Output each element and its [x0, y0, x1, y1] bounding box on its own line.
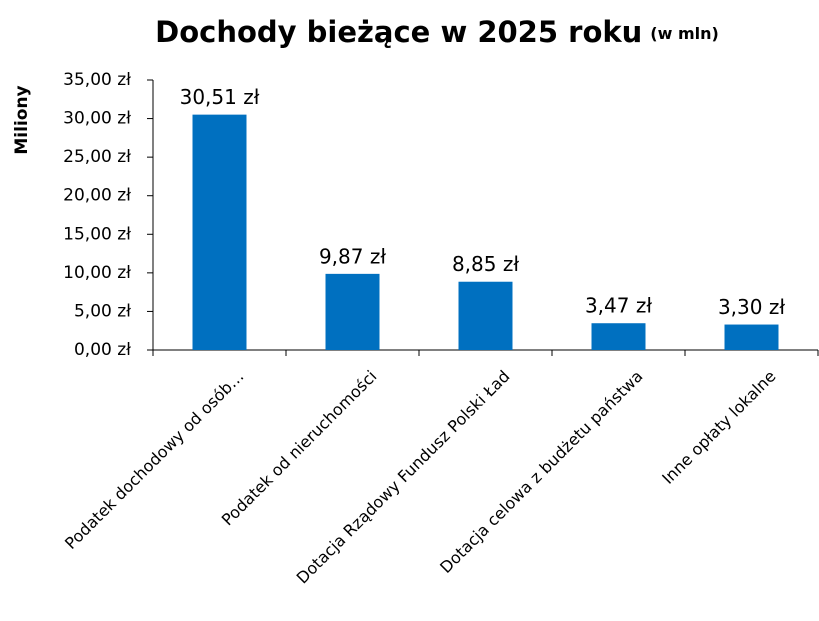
- y-tick-label: 35,00 zł: [63, 70, 131, 90]
- bar: [325, 273, 380, 350]
- chart-title: Dochody bieżące w 2025 roku (w mln): [155, 15, 719, 49]
- y-axis-title: Miliony: [12, 85, 32, 154]
- data-label: 3,47 zł: [585, 294, 652, 318]
- y-tick-label: 25,00 zł: [63, 147, 131, 167]
- bar: [458, 281, 513, 350]
- x-tick-label: Inne opłaty lokalne: [658, 367, 779, 488]
- y-tick-label: 30,00 zł: [63, 109, 131, 129]
- bar: [591, 323, 646, 350]
- y-tick-label: 20,00 zł: [63, 186, 131, 206]
- data-label: 3,30 zł: [718, 295, 785, 319]
- x-tick-label: Dotacja Rządowy Fundusz Polski Ład: [293, 367, 514, 588]
- data-label: 8,85 zł: [452, 252, 519, 276]
- y-tick-label: 15,00 zł: [63, 224, 131, 244]
- title-main: Dochody bieżące w 2025 roku: [155, 15, 642, 49]
- x-tick-label: Podatek od nieruchomości: [218, 367, 381, 530]
- data-label: 30,51 zł: [180, 85, 260, 109]
- x-tick-label: Podatek dochodowy od osób…: [61, 367, 247, 553]
- bar: [724, 324, 779, 350]
- data-label: 9,87 zł: [319, 244, 386, 268]
- title-unit: (w mln): [650, 24, 719, 43]
- y-tick-label: 0,00 zł: [74, 340, 131, 360]
- y-tick-label: 10,00 zł: [63, 263, 131, 283]
- bar: [192, 114, 247, 350]
- y-tick-label: 5,00 zł: [74, 301, 131, 321]
